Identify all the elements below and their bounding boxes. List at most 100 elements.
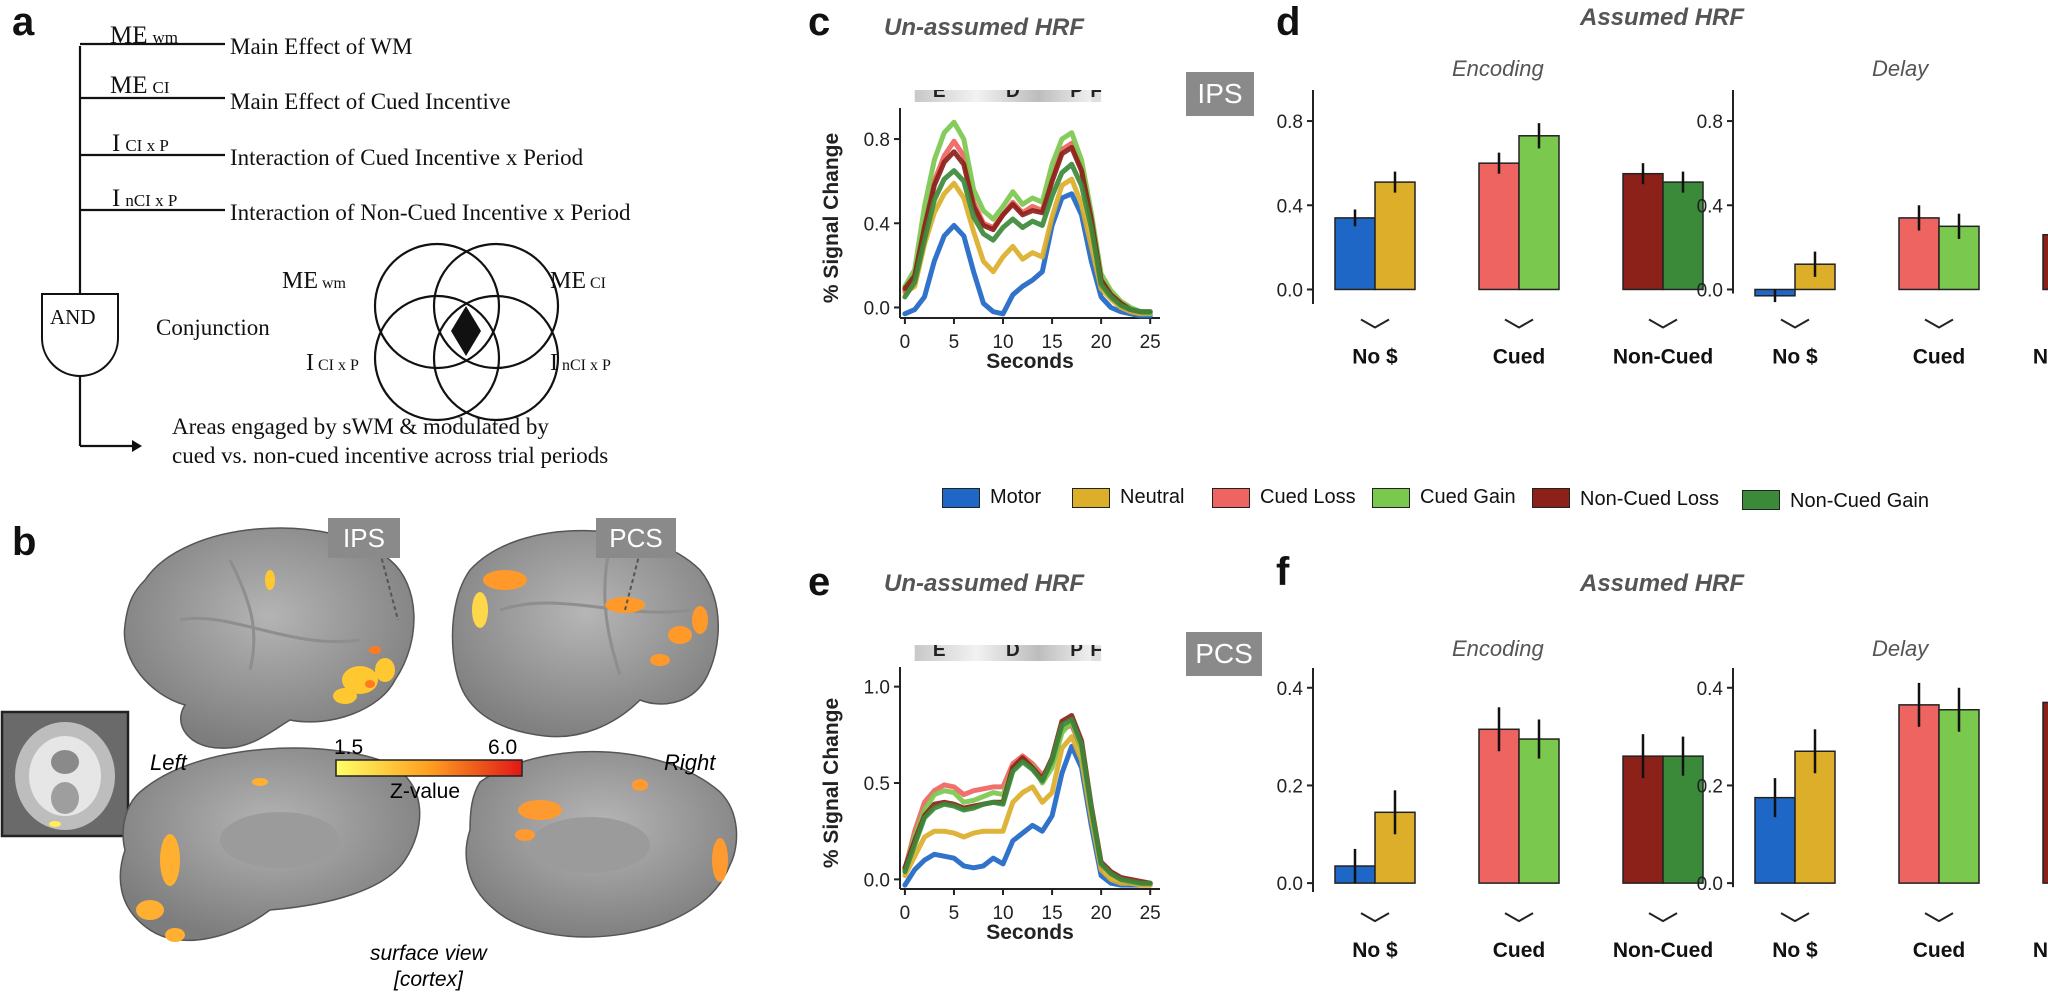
- row-me-wm-abbr: ME wm: [110, 22, 178, 49]
- legend-swatch-motor: [942, 488, 980, 508]
- x-axis-label: Seconds: [986, 921, 1074, 944]
- bar-encoding-non-cued-gain: [1662, 755, 1704, 884]
- y-tick-label: 0.0: [1277, 874, 1303, 895]
- bar-delay-cued-gain: [1938, 708, 1980, 884]
- legend-swatch-non-cued-loss: [1532, 488, 1570, 508]
- panel-d-letter: d: [1276, 0, 1301, 44]
- x-tick-label: 5: [949, 332, 960, 353]
- panel-a-letter: a: [12, 0, 35, 44]
- and-gate-label: AND: [50, 305, 96, 329]
- z-scale-min: 1.5: [334, 736, 364, 759]
- result-line-2: cued vs. non-cued incentive across trial…: [172, 443, 609, 468]
- category-label-cued: Cued: [1913, 939, 1966, 962]
- category-label-cued: Cued: [1913, 345, 1966, 368]
- period-band-fixation: [1091, 645, 1102, 661]
- category-bracket: [1648, 912, 1678, 923]
- surface-view-sublabel: [cortex]: [394, 968, 463, 991]
- period-label-p: P: [1070, 645, 1083, 661]
- hemisphere-left-label: Left: [150, 750, 187, 775]
- bar-delay-non-cued-loss: [2042, 233, 2048, 291]
- category-label-non-cued: Non-Cued: [2033, 939, 2048, 962]
- series-line-motor: [902, 743, 1153, 888]
- bar-encoding-non-cued-loss: [1622, 755, 1664, 884]
- x-tick-label: 0: [900, 903, 911, 924]
- x-tick-label: 5: [949, 903, 960, 924]
- legend-label-motor: Motor: [990, 486, 1042, 508]
- legend-label-neutral: Neutral: [1120, 486, 1185, 508]
- left-lateral-hemisphere: [123, 527, 415, 749]
- y-tick-label: 0.8: [864, 130, 890, 151]
- bar-encoding-cued-loss: [1478, 728, 1520, 884]
- y-tick-label: 0.2: [1697, 776, 1723, 797]
- x-tick-label: 10: [992, 903, 1013, 924]
- panel-f-title: Assumed HRF: [1580, 570, 1745, 597]
- series-line-non-cued-loss: [902, 145, 1153, 315]
- category-bracket: [1924, 912, 1954, 923]
- period-label-p: P: [1070, 90, 1083, 102]
- category-label-no: No $: [1352, 939, 1398, 962]
- category-bracket: [1360, 912, 1390, 923]
- panel-c-title: Un-assumed HRF: [884, 14, 1085, 41]
- y-tick-label: 0.4: [1697, 679, 1724, 700]
- y-tick-label: 0.0: [1277, 280, 1303, 301]
- period-band-fixation: [1091, 90, 1102, 102]
- hemisphere-right-label: Right: [664, 750, 716, 775]
- y-tick-label: 0.4: [864, 214, 891, 235]
- period-label-f: F: [1090, 90, 1102, 102]
- legend-swatch-non-cued-gain: [1742, 490, 1780, 510]
- x-tick-label: 20: [1091, 332, 1112, 353]
- period-label-d: D: [1006, 645, 1020, 661]
- panel-a-diagram: [41, 42, 560, 452]
- y-tick-label: 1.0: [864, 678, 890, 699]
- category-label-no: No $: [1772, 345, 1818, 368]
- legend-swatch-cued-gain: [1372, 488, 1410, 508]
- panel-d-title: Assumed HRF: [1580, 4, 1745, 31]
- roi-label-ips: IPS: [328, 518, 400, 558]
- cortex-surface-figure: [0, 527, 738, 942]
- y-tick-label: 0.0: [1697, 874, 1723, 895]
- x-axis-label: Seconds: [986, 350, 1074, 373]
- category-label-cued: Cued: [1493, 939, 1546, 962]
- y-tick-label: 0.2: [1277, 776, 1303, 797]
- bar-encoding-neutral: [1374, 181, 1416, 291]
- category-bracket: [1780, 318, 1810, 329]
- z-scale-max: 6.0: [488, 736, 518, 759]
- panel-e-roi-badge: PCS: [1186, 632, 1262, 676]
- period-label-e: E: [933, 90, 946, 102]
- legend-label-cued-loss: Cued Loss: [1260, 486, 1356, 508]
- result-line-1: Areas engaged by sWM & modulated by: [172, 414, 549, 439]
- series-line-non-cued-gain: [902, 161, 1153, 315]
- legend-label-cued-gain: Cued Gain: [1420, 486, 1516, 508]
- category-label-non-cued: Non-Cued: [1613, 939, 1713, 962]
- category-bracket: [1504, 318, 1534, 329]
- row-i-ci-p-desc: Interaction of Cued Incentive x Period: [230, 145, 584, 170]
- panel-c-letter: c: [808, 0, 831, 44]
- bar-encoding-cued-gain: [1518, 135, 1560, 291]
- row-me-ci-desc: Main Effect of Cued Incentive: [230, 89, 511, 114]
- period-label-f: F: [1090, 645, 1102, 661]
- chart-e-svg: E D P F 0.0 0.5 1.0 0 5 10 15 20 25 Seconds % Signal C…: [820, 645, 1161, 944]
- bar-encoding-non-cued-loss: [1622, 172, 1664, 291]
- panel-e-title: Un-assumed HRF: [884, 570, 1085, 597]
- category-label-no: No $: [1352, 345, 1398, 368]
- row-i-ci-p-abbr: I CI x P: [112, 130, 169, 157]
- y-tick-label: 0.4: [1277, 196, 1304, 217]
- bar-encoding-motor: [1334, 217, 1376, 291]
- category-bracket: [1648, 318, 1678, 329]
- series-line-cued-gain: [902, 119, 1153, 317]
- x-tick-label: 15: [1042, 903, 1063, 924]
- x-tick-label: 10: [992, 332, 1013, 353]
- legend-label-non-cued-loss: Non-Cued Loss: [1580, 488, 1719, 510]
- venn-me-wm: ME wm: [282, 268, 346, 294]
- bar-delay-cued-loss: [1898, 704, 1940, 884]
- legend-swatch-neutral: [1072, 488, 1110, 508]
- category-bracket: [1360, 318, 1390, 329]
- z-value-colorbar: [335, 759, 523, 777]
- roi-label-pcs: PCS: [596, 518, 676, 558]
- venn-i-ci-p: I CI x P: [306, 350, 359, 376]
- chart-d-svg: 0.0 0.4 0.8 No $ Cued Non-Cued 0.0 0.4 0.8 No $ Cu…: [1277, 90, 2048, 368]
- y-tick-label: 0.8: [1697, 112, 1723, 133]
- bar-encoding-cued-gain: [1518, 738, 1560, 884]
- z-scale-label: Z-value: [390, 780, 461, 803]
